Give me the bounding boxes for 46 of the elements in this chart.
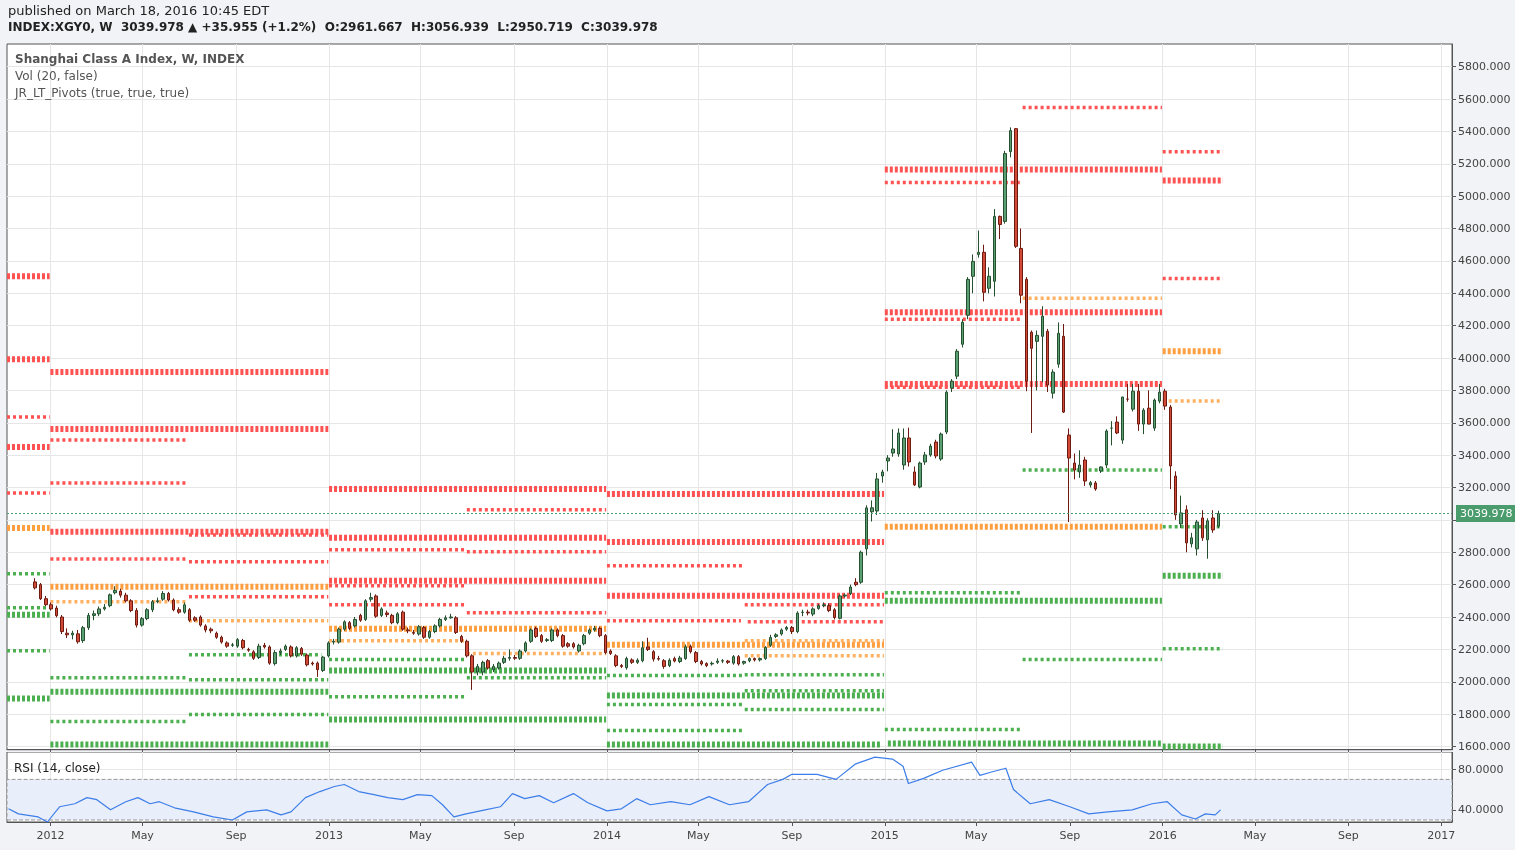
annotation: Shanghai Class A Index, W, INDEX (15, 52, 246, 66)
x-tick-label: Sep (503, 829, 525, 842)
y-tick-label: 2400.000 (1458, 610, 1511, 624)
y-tick-label: 2800.000 (1458, 545, 1511, 559)
x-tick-label: May (686, 829, 711, 842)
y-tick-label: 80.0000 (1458, 762, 1504, 776)
y-tick-label: 2600.000 (1458, 578, 1511, 592)
y-tick-label: 3600.000 (1458, 416, 1511, 430)
x-tick-label: Sep (1338, 829, 1359, 842)
x-tick-label: 2014 (592, 829, 621, 842)
y-tick-label: 3200.000 (1458, 481, 1511, 495)
annotation: Vol (20, false) (15, 69, 98, 83)
x-tick-label: 2015 (870, 829, 899, 842)
y-tick-label: 2000.000 (1458, 675, 1511, 689)
x-tick-label: May (1243, 829, 1267, 842)
text: published on March 18, 2016 10:45 EDT (8, 3, 270, 18)
y-tick-label: 40.0000 (1458, 803, 1504, 817)
y-tick-label: 5800.000 (1458, 60, 1511, 74)
chart-title: INDEX:XGY0, W 3039.978 ▲ +35.955 (+1.2%) O:2961.667 H:3056.939 L:2950.719 C:3039.978 (8, 20, 658, 34)
y-tick-label: 2200.000 (1458, 642, 1511, 656)
y-tick-label: 5400.000 (1458, 124, 1511, 138)
y-tick-label: 1600.000 (1458, 740, 1511, 753)
x-tick-label: 2012 (36, 829, 65, 842)
y-tick-label: 4800.000 (1458, 222, 1511, 236)
x-tick-label: Sep (781, 829, 803, 842)
annotation: JR_LT_Pivots (true, true, true) (14, 86, 190, 100)
y-tick-label: 1800.000 (1458, 707, 1511, 721)
y-tick-label: 3800.000 (1458, 383, 1511, 397)
x-tick-label: May (964, 829, 989, 842)
y-tick-label: 4000.000 (1458, 351, 1511, 365)
x-tick-label: 2013 (315, 829, 344, 842)
y-tick-label: 5600.000 (1458, 92, 1511, 106)
y-tick-label: 4400.000 (1458, 286, 1511, 300)
ref-line-label: 3039.978 (1460, 506, 1513, 520)
x-tick-label: Sep (225, 829, 247, 842)
x-tick-label: Sep (1059, 829, 1081, 842)
y-tick-label: 3400.000 (1458, 448, 1511, 462)
text: RSI (14, close) (14, 761, 101, 775)
x-tick-label: May (131, 829, 155, 842)
x-tick-label: May (409, 829, 433, 842)
y-tick-label: 4600.000 (1458, 254, 1511, 268)
x-tick-label: 2017 (1427, 829, 1456, 842)
y-tick-label: 4200.000 (1458, 319, 1511, 333)
y-tick-label: 5000.000 (1458, 189, 1511, 203)
y-tick-label: 5200.000 (1458, 157, 1511, 171)
x-tick-label: 2016 (1148, 829, 1177, 842)
